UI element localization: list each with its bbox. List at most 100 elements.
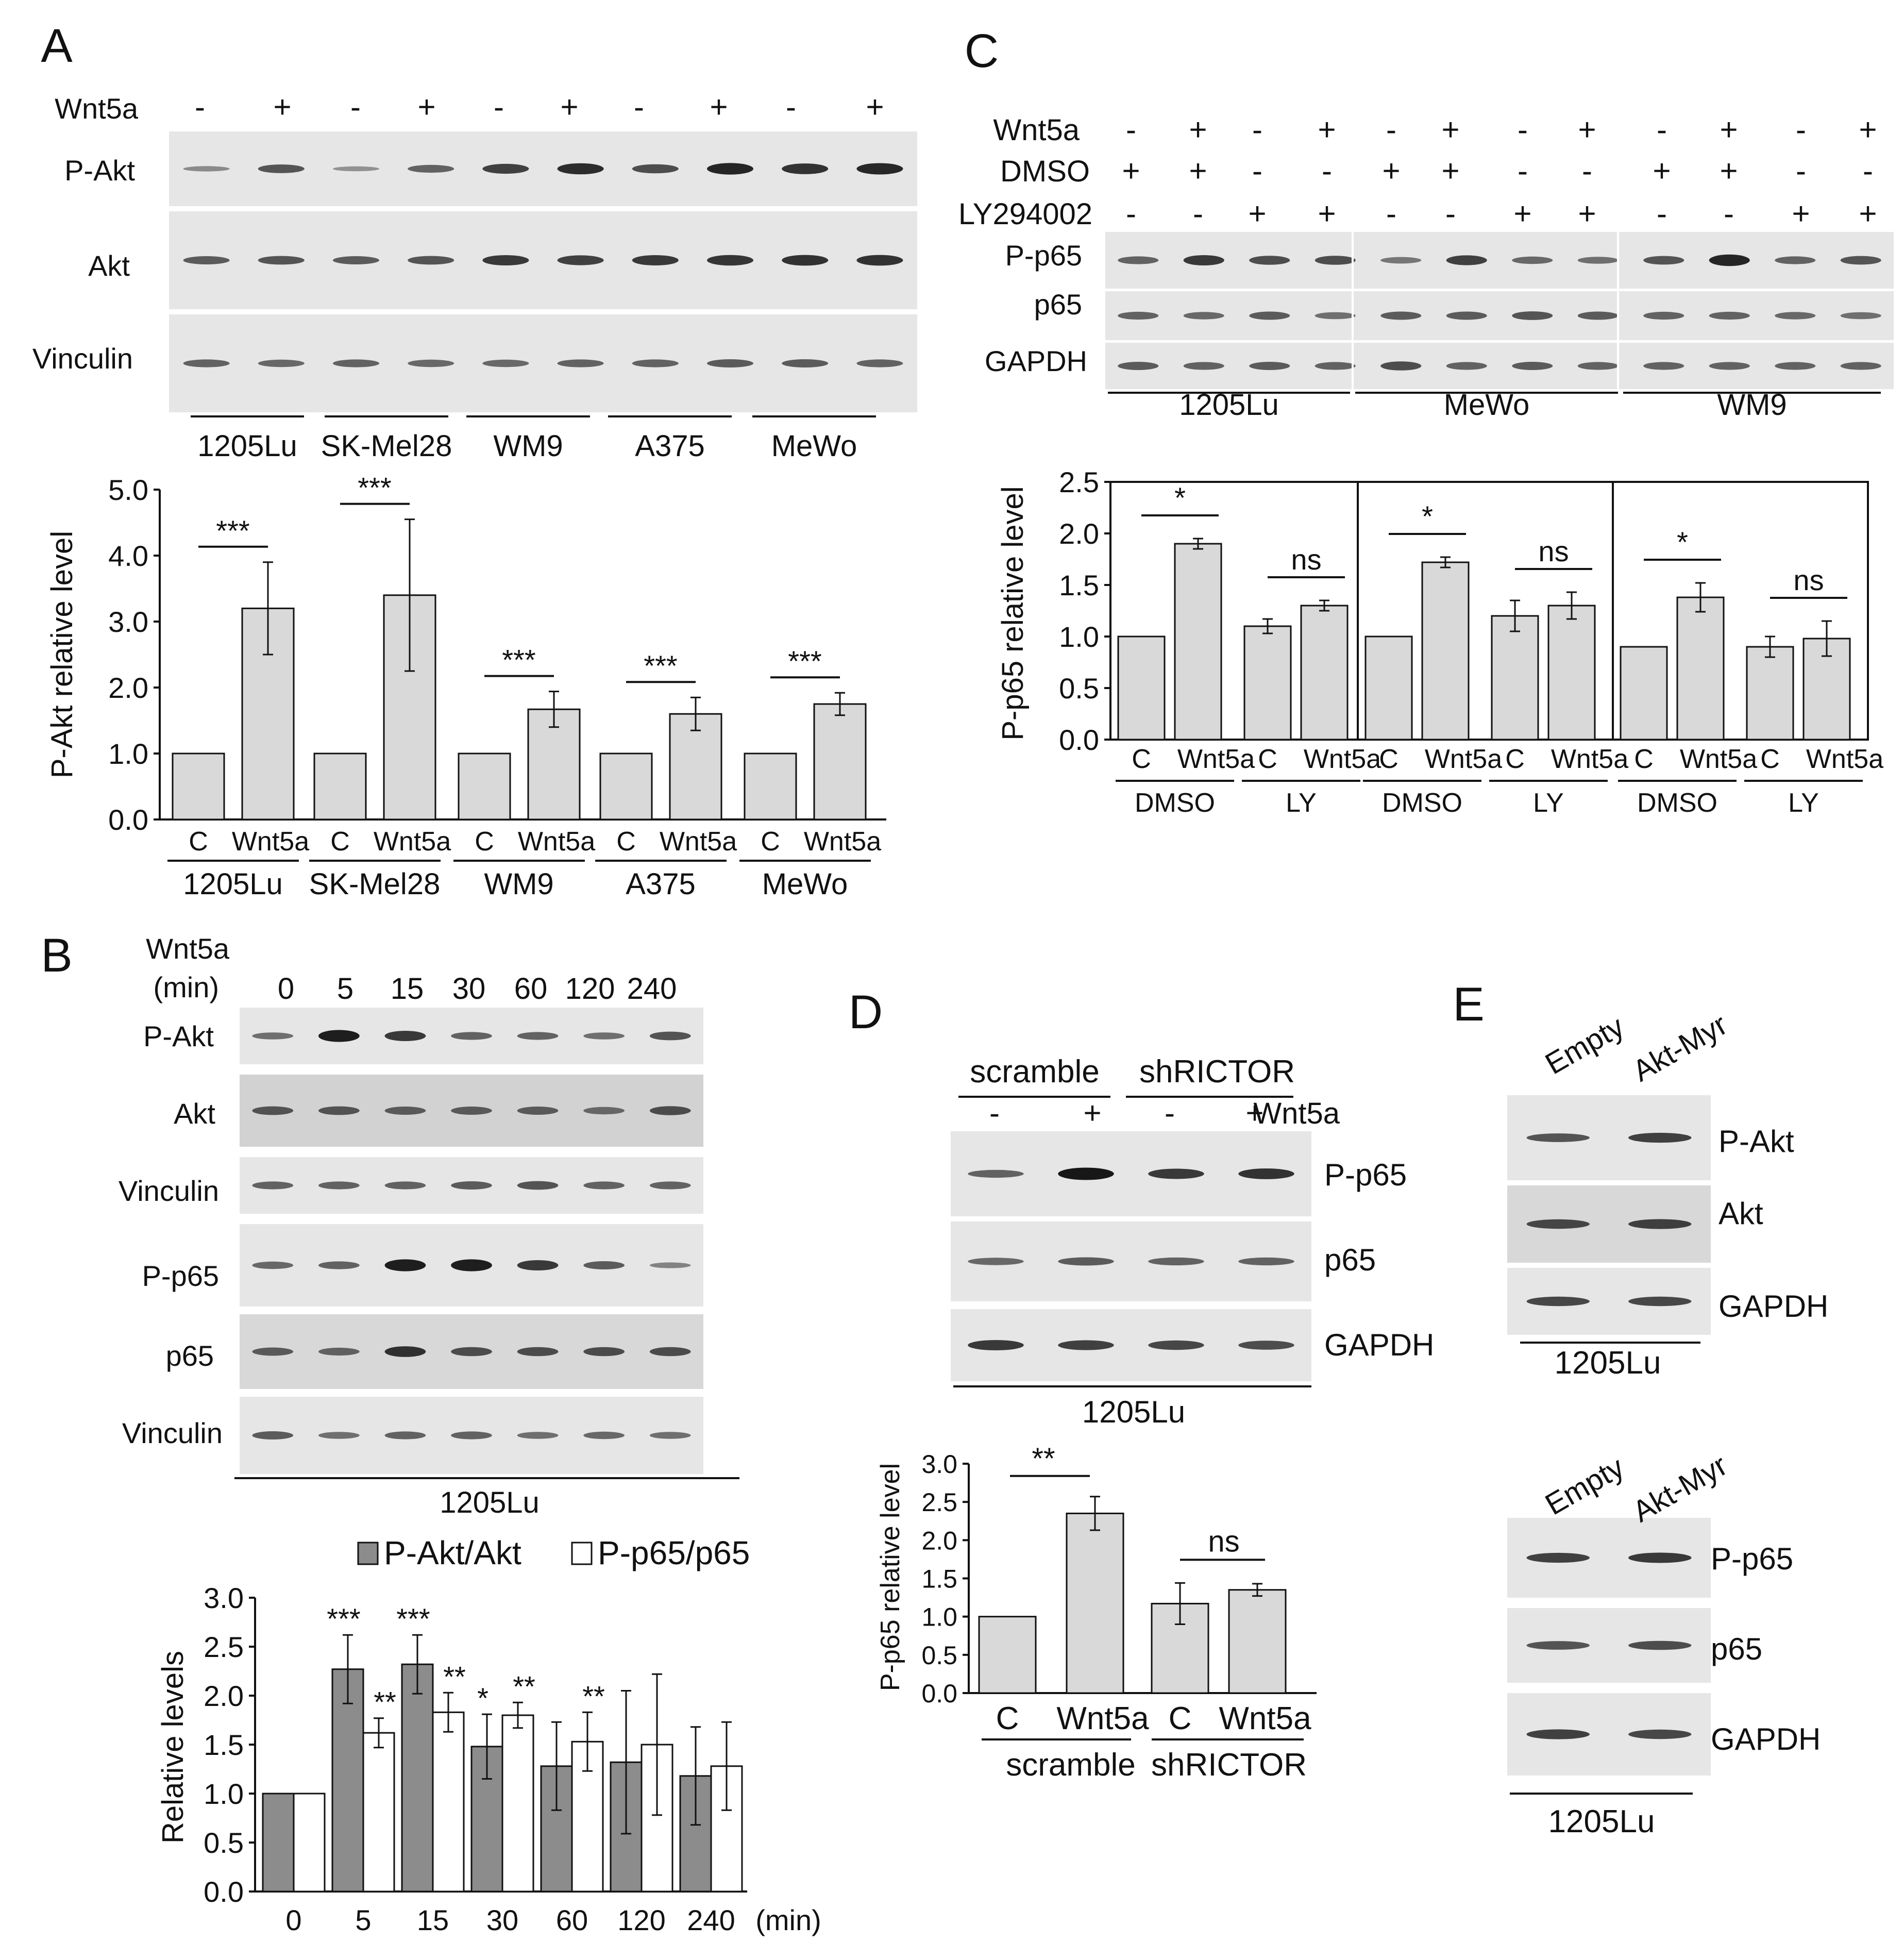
band [384, 1181, 426, 1190]
band [183, 166, 230, 172]
band [583, 1261, 625, 1269]
band [1840, 362, 1881, 370]
blot-label-e-gapdh: GAPDH [1718, 1289, 1828, 1324]
band [451, 1259, 492, 1271]
chart-d-ylabel: P-p65 relative level [875, 1463, 905, 1691]
band [1512, 362, 1553, 370]
band [1628, 1132, 1692, 1143]
band [1380, 257, 1422, 264]
band [1577, 362, 1619, 370]
legend-swatch-p-p65 [571, 1542, 593, 1565]
band [318, 1261, 360, 1269]
band [1526, 1552, 1590, 1563]
blot-label-e-p65: p65 [1711, 1632, 1762, 1666]
treatment-sign: - [634, 90, 644, 124]
cell-line-label-a: 1205Lu [197, 429, 297, 463]
legend-swatch-p-akt [357, 1542, 379, 1565]
cell-line-label-e: 1205Lu [1548, 1804, 1655, 1839]
group-label-a: SK-Mel28 [309, 867, 441, 901]
band [517, 1032, 559, 1040]
band [408, 164, 454, 173]
band [252, 1106, 294, 1115]
y-tick-label: 1.0 [108, 738, 148, 770]
x-tick-label-d: Wnt5a [1219, 1701, 1311, 1736]
panel-label-a: A [41, 20, 73, 72]
panel-a-wnt5a-label: Wnt5a [55, 92, 139, 125]
bar-a-SK-Mel28-C [313, 752, 367, 821]
blot-b-akt [240, 1075, 703, 1147]
blot-c-gapdh-background [1105, 343, 1894, 389]
treatment-sign: + [417, 90, 435, 124]
treatment-row-label: DMSO [1000, 155, 1090, 188]
x-tick-label-c: C [1132, 744, 1151, 774]
legend-label-p-akt: P-Akt/Akt [384, 1534, 521, 1571]
band [517, 1181, 559, 1190]
group-label-a: 1205Lu [183, 867, 283, 901]
y-tick-label: 0.0 [921, 1679, 957, 1708]
band [451, 1347, 492, 1357]
bar-c-MeWo-3 [1547, 605, 1596, 741]
band [384, 1346, 426, 1357]
y-tick-label: 2.0 [1059, 517, 1099, 550]
bar-b-P-p65/p65-5 [362, 1732, 395, 1893]
group-label-d: scramble [970, 1054, 1100, 1090]
western-blot-layer [169, 131, 1894, 1776]
band [1249, 362, 1290, 370]
treatment-sign: + [1318, 112, 1336, 147]
significance-label-b: ** [443, 1660, 466, 1693]
treatment-sign: + [1441, 112, 1459, 147]
bar-d-3 [1228, 1589, 1287, 1694]
band [451, 1181, 492, 1190]
significance-label-d: ns [1208, 1525, 1239, 1558]
band [856, 163, 903, 175]
treatment-sign: - [1386, 196, 1396, 231]
band [1775, 362, 1816, 370]
blot-c-gapdh [1105, 343, 1894, 389]
y-tick-label: 2.5 [204, 1631, 244, 1663]
blot-label-b-p-p65: P-p65 [142, 1260, 219, 1292]
subgroup-label-c: LY [1533, 788, 1564, 818]
blot-label-b-vinculin: Vinculin [119, 1175, 219, 1207]
band [332, 256, 380, 264]
x-tick-label-c: C [1258, 744, 1277, 774]
blot-a-vinculin [169, 314, 917, 412]
band [583, 1347, 625, 1357]
band [252, 1181, 294, 1190]
x-tick-label-a: C [189, 827, 208, 857]
treatment-sign: - [1193, 196, 1203, 231]
blot-c-p65 [1105, 291, 1894, 340]
band [1315, 362, 1356, 370]
y-tick-label: 1.0 [204, 1778, 244, 1810]
blot-label-b-p65: p65 [166, 1340, 214, 1372]
band [1446, 362, 1487, 370]
band [1058, 1340, 1114, 1350]
significance-label-a: *** [358, 472, 391, 504]
band [1512, 311, 1553, 320]
significance-label-c: * [1422, 500, 1433, 532]
panel-b-wnt5a-label: Wnt5a [146, 932, 230, 965]
blot-e-p65 [1507, 1608, 1711, 1683]
band [1628, 1640, 1692, 1650]
bar-d-1 [1066, 1512, 1124, 1694]
group-label-a: MeWo [762, 867, 848, 901]
bar-a-WM9-C [458, 752, 511, 821]
treatment-sign: + [1441, 154, 1459, 188]
x-tick-label-a: Wnt5a [374, 827, 451, 857]
band [557, 163, 604, 175]
band [706, 163, 754, 175]
treatment-sign: - [350, 90, 361, 124]
treatment-sign: - [1863, 154, 1873, 188]
blot-a-p-akt [169, 131, 917, 206]
significance-label-a: *** [502, 644, 535, 676]
band [632, 359, 679, 367]
treatment-sign: + [1792, 196, 1810, 231]
band [1238, 1341, 1294, 1350]
band [517, 1347, 559, 1357]
x-tick-label-a: Wnt5a [232, 827, 309, 857]
cell-line-label-b: 1205Lu [440, 1486, 540, 1519]
band [1183, 255, 1224, 265]
band [649, 1106, 691, 1115]
band [856, 255, 903, 266]
bar-d-0 [978, 1616, 1037, 1694]
x-tick-label-c: Wnt5a [1425, 744, 1502, 774]
